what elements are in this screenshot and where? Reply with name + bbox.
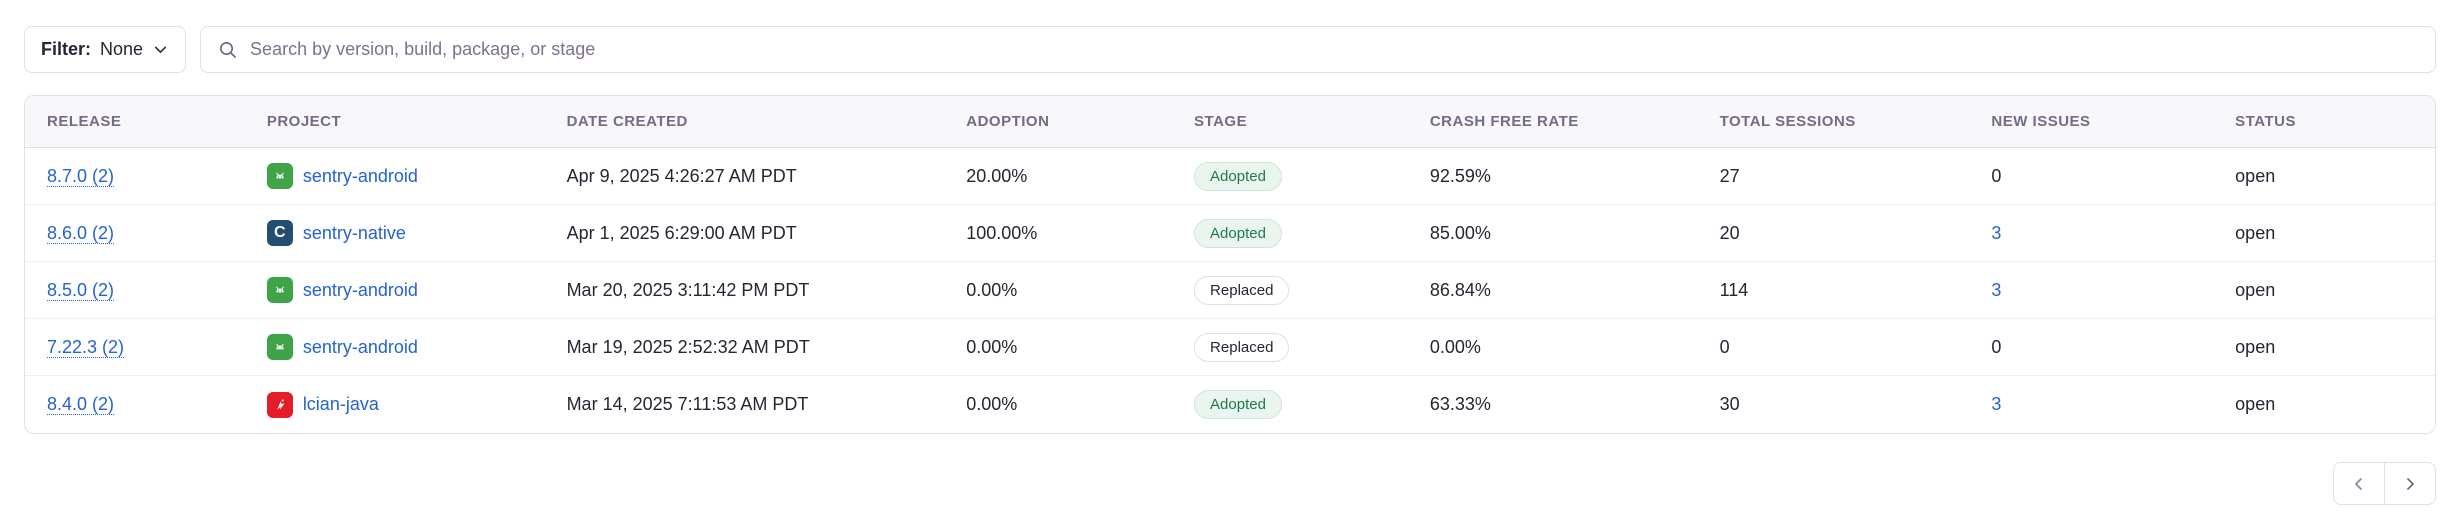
android-icon xyxy=(266,163,293,189)
date-created: Mar 20, 2025 3:11:42 PM PDT xyxy=(566,279,810,300)
c-language-icon: C xyxy=(266,220,293,246)
crash-free-rate-value: 86.84% xyxy=(1429,279,1491,300)
filter-label: Filter: xyxy=(41,39,92,59)
stage-badge: Adopted xyxy=(1194,390,1282,419)
new-issues-count: 0 xyxy=(1991,336,2002,357)
col-header-stage: STAGE xyxy=(1194,113,1248,130)
col-header-date-created: DATE CREATED xyxy=(566,113,688,130)
table-row: 8.7.0 (2) sentry-android Apr 9, 2025 4:2… xyxy=(25,148,2435,205)
col-header-release: RELEASE xyxy=(47,113,122,130)
release-link[interactable]: 8.5.0 (2) xyxy=(47,279,115,300)
new-issues-link[interactable]: 3 xyxy=(1991,279,2002,300)
col-header-status: STATUS xyxy=(2235,113,2296,130)
adoption-value: 0.00% xyxy=(966,336,1018,357)
release-link[interactable]: 8.7.0 (2) xyxy=(47,165,115,186)
col-header-crash-free-rate: CRASH FREE RATE xyxy=(1429,113,1579,130)
chevron-down-icon xyxy=(152,41,169,58)
chevron-left-icon xyxy=(2351,476,2367,492)
date-created: Apr 1, 2025 6:29:00 AM PDT xyxy=(566,222,797,243)
crash-free-rate-value: 85.00% xyxy=(1429,222,1491,243)
previous-page-button[interactable] xyxy=(2333,462,2385,505)
pagination xyxy=(0,462,2436,505)
date-created: Apr 9, 2025 4:26:27 AM PDT xyxy=(566,165,797,186)
adoption-value: 20.00% xyxy=(966,165,1028,186)
col-header-new-issues: NEW ISSUES xyxy=(1991,113,2091,130)
crash-free-rate-value: 63.33% xyxy=(1429,394,1491,414)
project-link[interactable]: sentry-android xyxy=(302,279,418,300)
adoption-value: 0.00% xyxy=(966,394,1018,414)
col-header-total-sessions: TOTAL SESSIONS xyxy=(1719,113,1856,130)
java-icon xyxy=(266,391,293,418)
table-row: 7.22.3 (2) sentry-android Mar 19, 2025 2… xyxy=(25,319,2435,376)
date-created: Mar 19, 2025 2:52:32 AM PDT xyxy=(566,336,810,357)
crash-free-rate-value: 92.59% xyxy=(1429,165,1491,186)
adoption-value: 100.00% xyxy=(966,222,1038,243)
android-icon xyxy=(266,277,293,303)
new-issues-link[interactable]: 3 xyxy=(1991,222,2002,243)
release-link[interactable]: 8.4.0 (2) xyxy=(47,394,115,414)
release-link[interactable]: 7.22.3 (2) xyxy=(47,336,125,357)
search-bar[interactable] xyxy=(200,26,2436,73)
new-issues-count: 0 xyxy=(1991,165,2002,186)
search-input[interactable] xyxy=(250,39,2418,60)
releases-table: RELEASE PROJECT DATE CREATED ADOPTION ST… xyxy=(24,95,2436,434)
toolbar: Filter: None xyxy=(0,0,2460,73)
table-row: 8.6.0 (2) C sentry-native Apr 1, 2025 6:… xyxy=(25,205,2435,262)
total-sessions-value: 0 xyxy=(1719,336,1730,357)
next-page-button[interactable] xyxy=(2384,462,2436,505)
total-sessions-value: 30 xyxy=(1719,394,1740,414)
table-row: 8.5.0 (2) sentry-android Mar 20, 2025 3:… xyxy=(25,262,2435,319)
adoption-value: 0.00% xyxy=(966,279,1018,300)
col-header-project: PROJECT xyxy=(266,113,342,130)
status-value: open xyxy=(2235,222,2276,243)
table-header-row: RELEASE PROJECT DATE CREATED ADOPTION ST… xyxy=(25,96,2435,148)
android-icon xyxy=(266,334,293,360)
filter-value: None xyxy=(100,39,144,59)
date-created: Mar 14, 2025 7:11:53 AM PDT xyxy=(566,394,809,414)
project-link[interactable]: lcian-java xyxy=(302,394,379,414)
filter-dropdown[interactable]: Filter: None xyxy=(24,26,187,73)
table-row: 8.4.0 (2) lcian-java Mar 14, 2025 7:11:5… xyxy=(25,376,2435,433)
project-link[interactable]: sentry-android xyxy=(302,336,418,357)
stage-badge: Adopted xyxy=(1194,161,1282,191)
total-sessions-value: 114 xyxy=(1719,279,1749,300)
col-header-adoption: ADOPTION xyxy=(966,113,1050,130)
status-value: open xyxy=(2235,394,2276,414)
project-link[interactable]: sentry-android xyxy=(302,165,418,186)
new-issues-link[interactable]: 3 xyxy=(1991,394,2002,414)
status-value: open xyxy=(2235,336,2276,357)
total-sessions-value: 20 xyxy=(1719,222,1740,243)
status-value: open xyxy=(2235,279,2276,300)
search-icon xyxy=(218,40,238,60)
stage-badge: Replaced xyxy=(1194,275,1290,305)
project-link[interactable]: sentry-native xyxy=(302,222,406,243)
status-value: open xyxy=(2235,165,2276,186)
stage-badge: Replaced xyxy=(1194,332,1290,362)
chevron-right-icon xyxy=(2402,476,2418,492)
crash-free-rate-value: 0.00% xyxy=(1429,336,1481,357)
release-link[interactable]: 8.6.0 (2) xyxy=(47,222,115,243)
stage-badge: Adopted xyxy=(1194,218,1282,248)
total-sessions-value: 27 xyxy=(1719,165,1740,186)
